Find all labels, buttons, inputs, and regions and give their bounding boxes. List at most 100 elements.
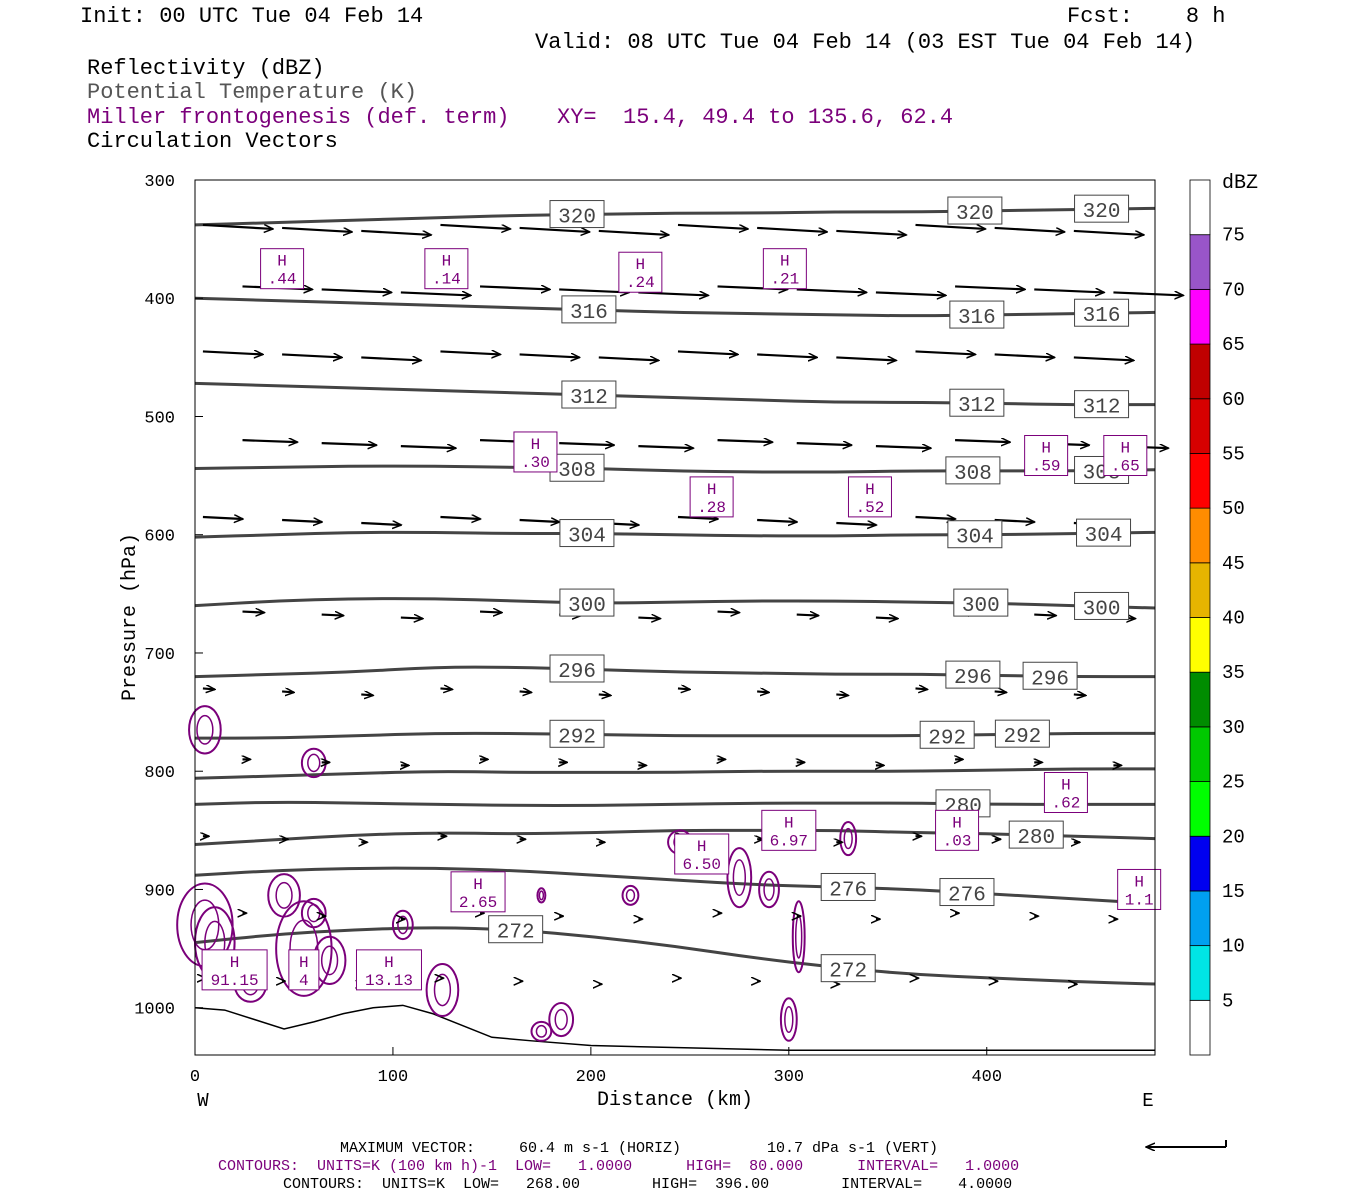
circulation-vector [519,226,590,232]
frontogenesis-max-box [935,809,980,851]
theta-label: 312 [570,387,608,410]
x-tick-label: 300 [774,1068,805,1087]
frontogenesis-max-h: H [299,954,309,972]
frontogenesis-max-box [288,949,320,991]
west-label: W [197,1090,209,1112]
circulation-vector [519,354,580,357]
colorbar-swatch [1189,453,1211,509]
frontogenesis-max-value: 91.15 [211,972,259,990]
theta-label: 312 [958,395,996,418]
circulation-vector [915,223,985,229]
frontogenesis-max-value: .28 [697,499,726,517]
circulation-vector [875,292,946,295]
colorbar-swatch [1189,234,1211,290]
circulation-vector [202,351,263,354]
frontogenesis-max-value: .65 [1111,458,1140,476]
circulation-vector [1073,229,1144,235]
circulation-vector [479,612,502,613]
frontogenesis-contour [275,881,293,909]
theta-label-box [549,654,605,683]
theta-label-box [949,388,1005,417]
colorbar-level-label: 70 [1222,279,1245,301]
circulation-vector [400,618,423,619]
theta-label: 320 [558,207,596,230]
frontogenesis-max-h: H [952,814,962,832]
circulation-vector [1113,292,1183,295]
circulation-vector [440,688,452,689]
colorbar-level-label: 35 [1222,662,1245,684]
theta-label: 276 [829,879,867,902]
circulation-vector [994,691,1007,692]
theta-label: 292 [928,727,966,750]
circulation-vector [1034,289,1104,292]
y-tick-label: 300 [144,173,175,192]
frontogenesis-max-h: H [1121,440,1131,458]
frontogenesis-max-box [847,476,892,518]
frontogenesis-contour [307,903,321,923]
y-axis-label: Pressure (hPa) [119,533,142,701]
theta-label: 308 [558,460,596,483]
theta-label: 296 [954,667,992,690]
theta-label: 308 [954,463,992,486]
circulation-vector [796,443,852,445]
east-label: E [1142,1090,1153,1112]
colorbar-level-label: 25 [1222,772,1245,794]
y-tick-label: 900 [144,882,175,901]
theta-label: 312 [1083,397,1121,420]
circulation-vector [757,691,769,692]
frontogenesis-contour [839,821,858,857]
frontogenesis-max-value: .59 [1032,458,1061,476]
frontogenesis-max-h: H [442,253,452,271]
frontogenesis-max-box [1024,435,1069,477]
circulation-vector [638,618,660,619]
theta-label: 320 [1083,201,1121,224]
circulation-vector [677,688,690,689]
colorbar-level-label: 50 [1222,498,1245,520]
frontogenesis-max-value: 6.97 [770,832,808,850]
colorbar-swatch [1189,617,1211,673]
theta-label-box [953,588,1009,617]
frontogenesis-contour [307,753,321,773]
circulation-vector [321,289,392,292]
theta-label-box [561,380,617,409]
circulation-vector [440,351,500,354]
frontogenesis-contour [196,714,214,745]
colorbar-swatch [1189,507,1211,564]
frontogenesis-contour [758,870,780,909]
theta-label-box [919,720,975,749]
colorbar-swatch [1189,945,1211,1001]
frontogenesis-contour [535,1024,548,1038]
frontogenesis-contour [536,887,547,904]
circulation-vector [282,520,322,522]
frontogenesis-contour [320,945,339,976]
theta-contour-308 [194,464,1156,474]
circulation-vector [836,523,876,525]
circulation-vector [915,688,927,689]
max-vector-vert: 10.7 dPa s-1 (VERT) [767,1140,939,1157]
colorbar-swatch [1189,179,1211,236]
circulation-vector [836,694,848,695]
theta-label: 296 [1031,668,1069,691]
field-circulation: Circulation Vectors [87,129,338,154]
theta-label-box [947,196,1003,225]
theta-label: 292 [558,726,596,749]
theta-label-box [1022,661,1078,690]
frontogenesis-contour [621,884,640,906]
circulation-vector [282,354,342,357]
colorbar-level-label: 40 [1222,608,1245,630]
x-tick-label: 100 [378,1068,409,1087]
theta-label-box [1076,518,1132,547]
theta-label-box [559,588,615,617]
circulation-vector [282,691,294,692]
circulation-vector [717,612,740,613]
frontogenesis-max-box [513,431,558,473]
frontogenesis-contour [425,962,460,1017]
colorbar-level-label: 75 [1222,225,1245,247]
plot-frame [194,179,1156,1056]
frontogenesis-max-h: H [277,253,287,271]
frontogenesis-max-h: H [784,814,794,832]
theta-label: 276 [948,885,986,908]
theta-contour-320 [194,206,1156,227]
circulation-vector [1034,615,1056,616]
circulation-vector [519,691,532,692]
